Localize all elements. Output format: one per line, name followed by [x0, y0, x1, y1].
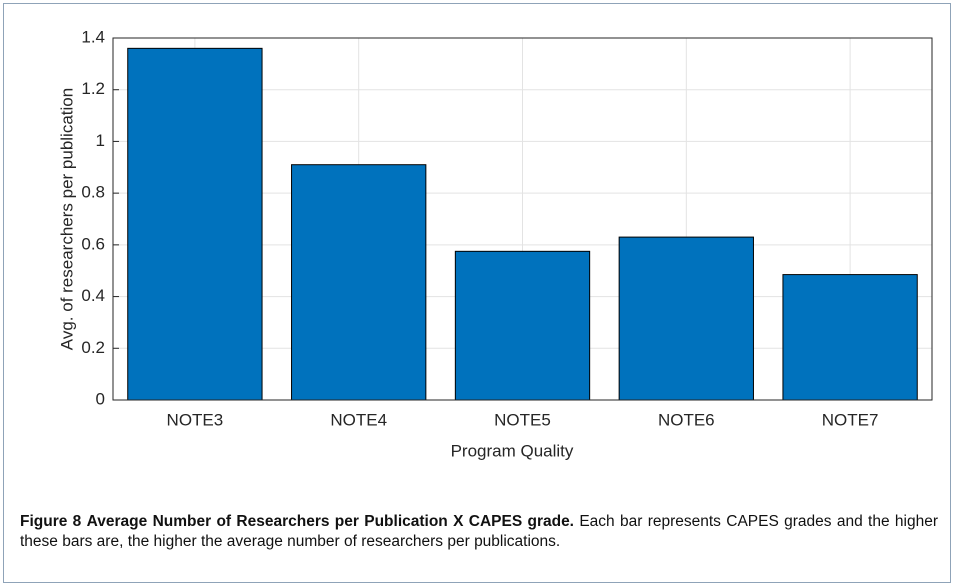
- x-tick-label: NOTE6: [658, 410, 715, 429]
- plot-box: [112, 37, 933, 401]
- caption-text: Each bar represents CAPES grades and the…: [20, 513, 938, 550]
- caption-title: Average Number of Researchers per Public…: [86, 513, 574, 530]
- bar: [618, 236, 754, 401]
- x-axis-label: Program Quality: [451, 441, 574, 460]
- figure-frame: [3, 3, 951, 583]
- bar: [291, 164, 427, 401]
- x-tick-label: NOTE4: [330, 410, 387, 429]
- y-tick-label: 0.4: [81, 286, 105, 305]
- x-tick-label: NOTE3: [167, 410, 224, 429]
- bar: [454, 250, 591, 401]
- x-tick-label: NOTE5: [494, 410, 551, 429]
- bar: [782, 274, 918, 401]
- y-tick-label: 1.4: [81, 27, 105, 46]
- y-tick-label: 1: [96, 131, 105, 150]
- bar: [127, 47, 263, 401]
- y-tick-label: 0.8: [81, 183, 105, 202]
- y-tick-label: 1.2: [81, 79, 105, 98]
- y-axis-label: Avg. of researchers per publication: [57, 88, 76, 350]
- y-tick-label: 0: [96, 389, 105, 408]
- x-tick-label: NOTE7: [822, 410, 879, 429]
- chart: Program Quality Avg. of researchers per …: [57, 27, 933, 460]
- y-tick-label: 0.6: [81, 234, 105, 253]
- y-tick-label: 0.2: [81, 338, 105, 357]
- caption-label: Figure 8: [20, 513, 82, 530]
- caption: Figure 8 Average Number of Researchers p…: [20, 512, 938, 552]
